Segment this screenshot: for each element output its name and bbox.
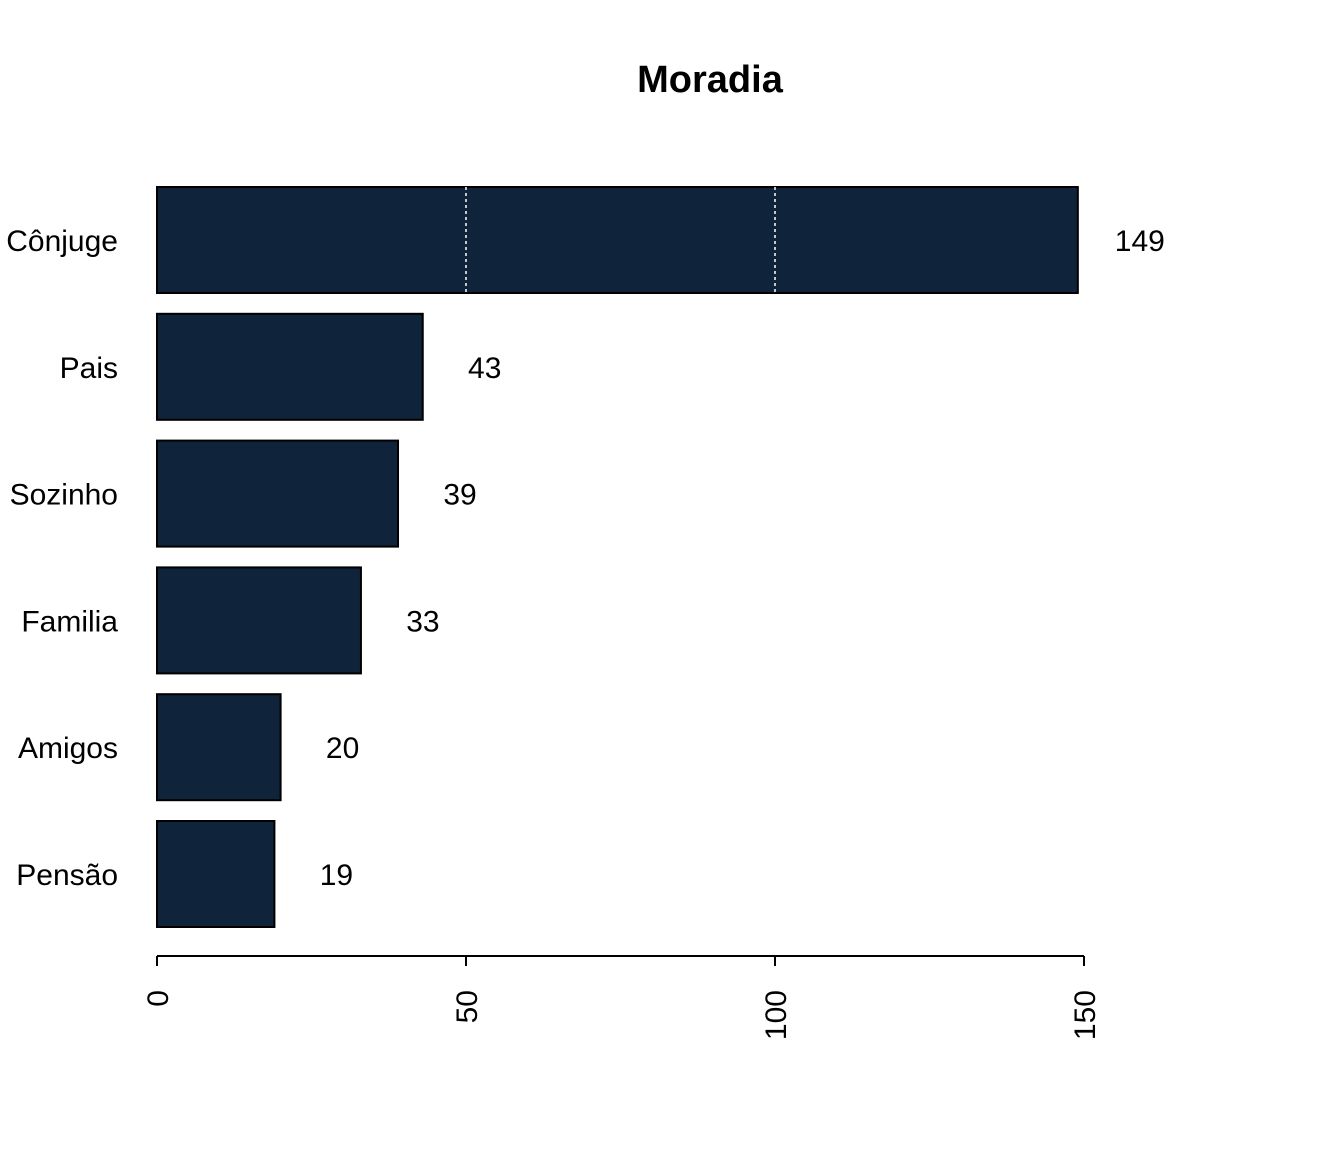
category-label: Cônjuge	[6, 225, 118, 258]
bar-pensão	[156, 820, 276, 928]
bar-cônjuge	[156, 186, 1079, 294]
bar-amigos	[156, 693, 282, 802]
x-tick-label: 150	[1069, 990, 1102, 1040]
value-label: 39	[443, 479, 476, 512]
category-label: Sozinho	[10, 479, 118, 512]
category-label: Familia	[21, 605, 118, 638]
category-labels: Cônjuge Pais Sozinho Familia Amigos Pensão	[6, 225, 118, 892]
category-label: Amigos	[18, 732, 118, 765]
bars-layer	[156, 186, 1079, 928]
value-labels: 149 43 39 33 20 19	[320, 225, 1165, 892]
x-tick-label: 0	[142, 990, 175, 1007]
value-label: 19	[320, 859, 353, 892]
chart-title: Moradia	[637, 59, 784, 101]
category-label: Pais	[60, 352, 118, 385]
bar-familia	[156, 566, 362, 675]
value-label: 33	[406, 605, 439, 638]
bar-pais	[156, 312, 424, 421]
bar-sozinho	[156, 439, 400, 548]
category-label: Pensão	[16, 859, 118, 892]
value-label: 43	[468, 352, 501, 385]
x-axis: 0 50 100 150	[142, 955, 1102, 1040]
value-label: 20	[326, 732, 359, 765]
x-tick-label: 100	[760, 990, 793, 1040]
value-label: 149	[1115, 225, 1165, 258]
x-tick-label: 50	[451, 990, 484, 1023]
